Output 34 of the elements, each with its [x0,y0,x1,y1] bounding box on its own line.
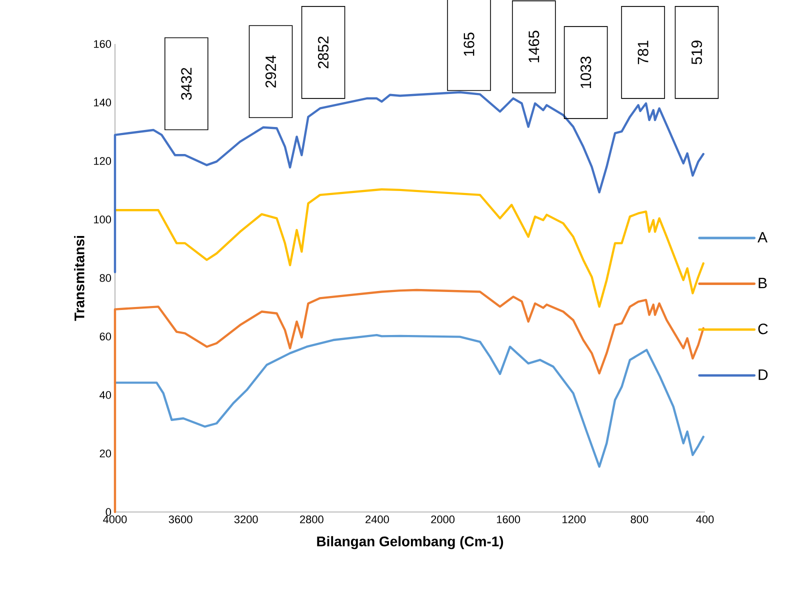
x-tick-label: 400 [696,516,714,524]
legend-label: B [758,278,767,288]
y-tick-label: 100 [94,216,112,224]
annotation: 519 [691,40,702,64]
y-tick-label: 160 [94,40,112,48]
y-tick-label: 0 [106,508,112,516]
x-tick-label: 2800 [300,516,324,524]
x-tick-label: 1600 [496,516,520,524]
annotation: 781 [638,40,648,64]
annotation: 3432 [181,68,192,100]
annotation: 1465 [528,30,540,62]
x-tick-label: 3200 [234,516,258,524]
y-tick-label: 140 [94,98,112,106]
legend-label: D [758,370,768,380]
legend-label: A [758,232,768,242]
annotation: 2924 [265,55,276,88]
x-tick-label: 1200 [562,516,586,524]
y-tick-label: 80 [100,274,112,282]
y-tick-label: 20 [100,450,112,458]
y-tick-label: 40 [100,391,112,399]
line-series [114,188,704,308]
x-tick-label: 800 [630,516,648,524]
x-tick-label: 2000 [431,516,455,524]
annotation: 2852 [318,36,329,68]
legend-label: C [758,324,768,334]
y-axis-title: Transmitansi [74,236,84,321]
x-tick-label: 3600 [168,516,192,524]
annotation: 165 [464,32,474,56]
annotation: 1033 [580,56,592,88]
y-tick-label: 60 [100,332,112,340]
x-tick-label: 2400 [366,516,389,524]
x-axis-title: Bilangan Gelombang (Cm-1) [317,536,504,550]
x-tick-label: 4000 [103,516,127,524]
y-tick-label: 120 [94,157,112,165]
